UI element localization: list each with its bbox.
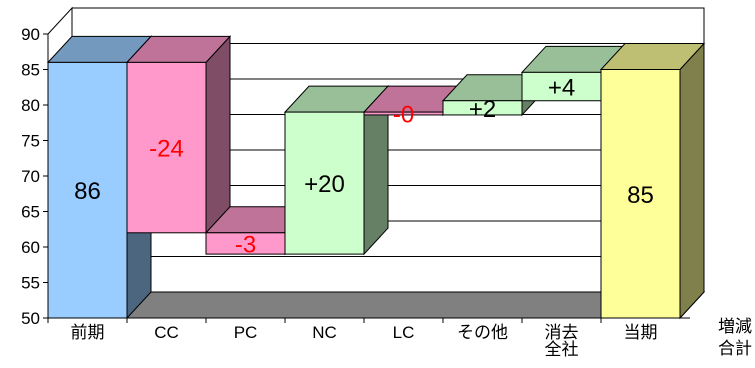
bar-side-1: [205, 35, 231, 235]
data-label-1: -24: [149, 136, 184, 163]
bar-side-7: [679, 42, 705, 320]
x-tick-label: NC: [312, 323, 337, 342]
bar-front-5: [442, 100, 523, 116]
x-tick-label: LC: [393, 323, 415, 342]
data-label-2: -3: [235, 231, 256, 258]
bar-front-1: [126, 61, 207, 234]
bar-front-7: [600, 69, 681, 319]
y-tick-label: 75: [21, 132, 40, 151]
x-tick-label: PC: [234, 323, 258, 342]
y-tick-label: 60: [21, 238, 40, 257]
axis-end-label: 増減合計: [718, 317, 752, 358]
y-tick-label: 90: [21, 25, 40, 44]
y-tick-label: 80: [21, 96, 40, 115]
data-label-7: 85: [627, 182, 654, 209]
bar-1: [125, 35, 232, 235]
bar-3: [283, 84, 390, 256]
x-tick-label: 前期: [71, 323, 105, 342]
x-tick-label: 消去全社: [545, 323, 579, 359]
x-tick-label: CC: [154, 323, 179, 342]
bar-front-3: [284, 111, 365, 255]
bar-7: [599, 42, 706, 320]
bar-5: [441, 73, 548, 117]
y-tick-label: 50: [21, 309, 40, 328]
y-tick-label: 65: [21, 203, 40, 222]
data-label-0: 86: [74, 178, 101, 205]
x-tick-label: その他: [457, 323, 508, 342]
y-tick-label: 85: [21, 61, 40, 80]
bar-front-6: [521, 71, 602, 102]
data-label-3: +20: [304, 171, 345, 198]
data-label-4: -0: [393, 102, 414, 129]
y-tick-label: 55: [21, 274, 40, 293]
data-label-5: +2: [469, 96, 496, 123]
data-label-6: +4: [548, 75, 575, 102]
x-tick-label: 当期: [624, 323, 658, 342]
y-tick-label: 70: [21, 167, 40, 186]
